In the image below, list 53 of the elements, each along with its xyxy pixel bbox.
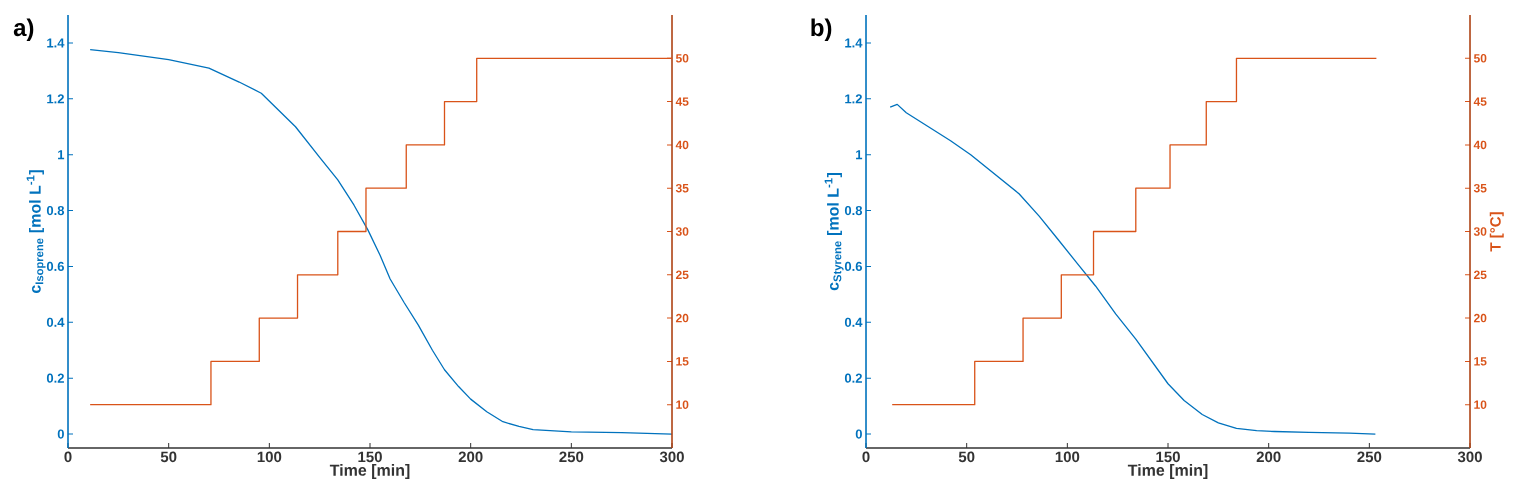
y-tick-label: 1.4 [47,38,65,48]
x-axis-title: Time [min] [329,464,410,479]
x-tick-label: 100 [1055,451,1080,463]
x-tick-label: 50 [958,451,975,463]
x-tick-label: 200 [1256,451,1281,463]
x-tick-label: 200 [458,451,483,463]
chart-title: a) [13,18,34,41]
y-tick-label: 0.4 [46,317,65,327]
y-tick-label: 1.2 [845,94,862,104]
y2-tick-label: 15 [1474,357,1487,366]
y2-tick-label: 40 [675,140,689,150]
y2-tick-label: 25 [1473,270,1487,280]
y2-tick-label: 50 [675,54,689,63]
x-tick-label: 100 [257,451,282,463]
y2-tick-label: 10 [1474,400,1487,409]
y-axis-title: c$_{Isoprene}$ [mol L$^{-1}$] [26,170,46,294]
y2-tick-label: 15 [676,357,689,366]
x-axis-title: Time [min] [1127,464,1208,479]
y-tick-label: 0 [57,429,64,439]
y2-axis-title: T [°C] [1489,212,1504,252]
y-tick-label: 1.2 [47,94,64,104]
y-tick-label: 1.4 [845,38,863,48]
y-axis-title: c$_{Styrene}$ [mol L$^{-1}$] [824,173,844,291]
chart-title: b) [811,18,832,41]
y-tick-label: 0.6 [46,261,64,272]
y2-tick-label: 45 [675,97,689,106]
y-tick-label: 0.2 [844,373,862,383]
y-tick-label: 0.8 [844,205,863,216]
y2-tick-label: 45 [1473,97,1487,106]
y2-tick-label: 50 [1473,54,1487,63]
y-tick-label: 1 [856,150,863,160]
x-tick-label: 300 [1457,451,1482,463]
y-tick-label: 0.6 [844,261,863,272]
y-tick-label: 0.8 [46,205,65,216]
y2-tick-label: 35 [1473,183,1487,193]
y-tick-label: 0.4 [844,317,863,327]
x-tick-label: 150 [1156,451,1180,463]
x-tick-label: 300 [659,451,684,463]
y2-tick-label: 25 [675,270,689,280]
y2-tick-label: 10 [676,400,689,409]
x-tick-label: 50 [160,451,177,463]
y2-tick-label: 20 [1473,313,1487,323]
x-tick-label: 250 [559,451,584,463]
x-tick-label: 250 [1357,451,1382,463]
y-tick-label: 1 [58,150,65,160]
x-tick-label: 150 [358,451,382,463]
y2-tick-label: 35 [675,183,689,193]
y2-tick-label: 30 [1473,227,1487,236]
y2-tick-label: 40 [1473,140,1487,150]
y-tick-label: 0.2 [46,373,64,383]
y-tick-label: 0 [855,429,862,439]
y2-tick-label: 30 [675,227,689,236]
y2-tick-label: 20 [675,313,689,323]
